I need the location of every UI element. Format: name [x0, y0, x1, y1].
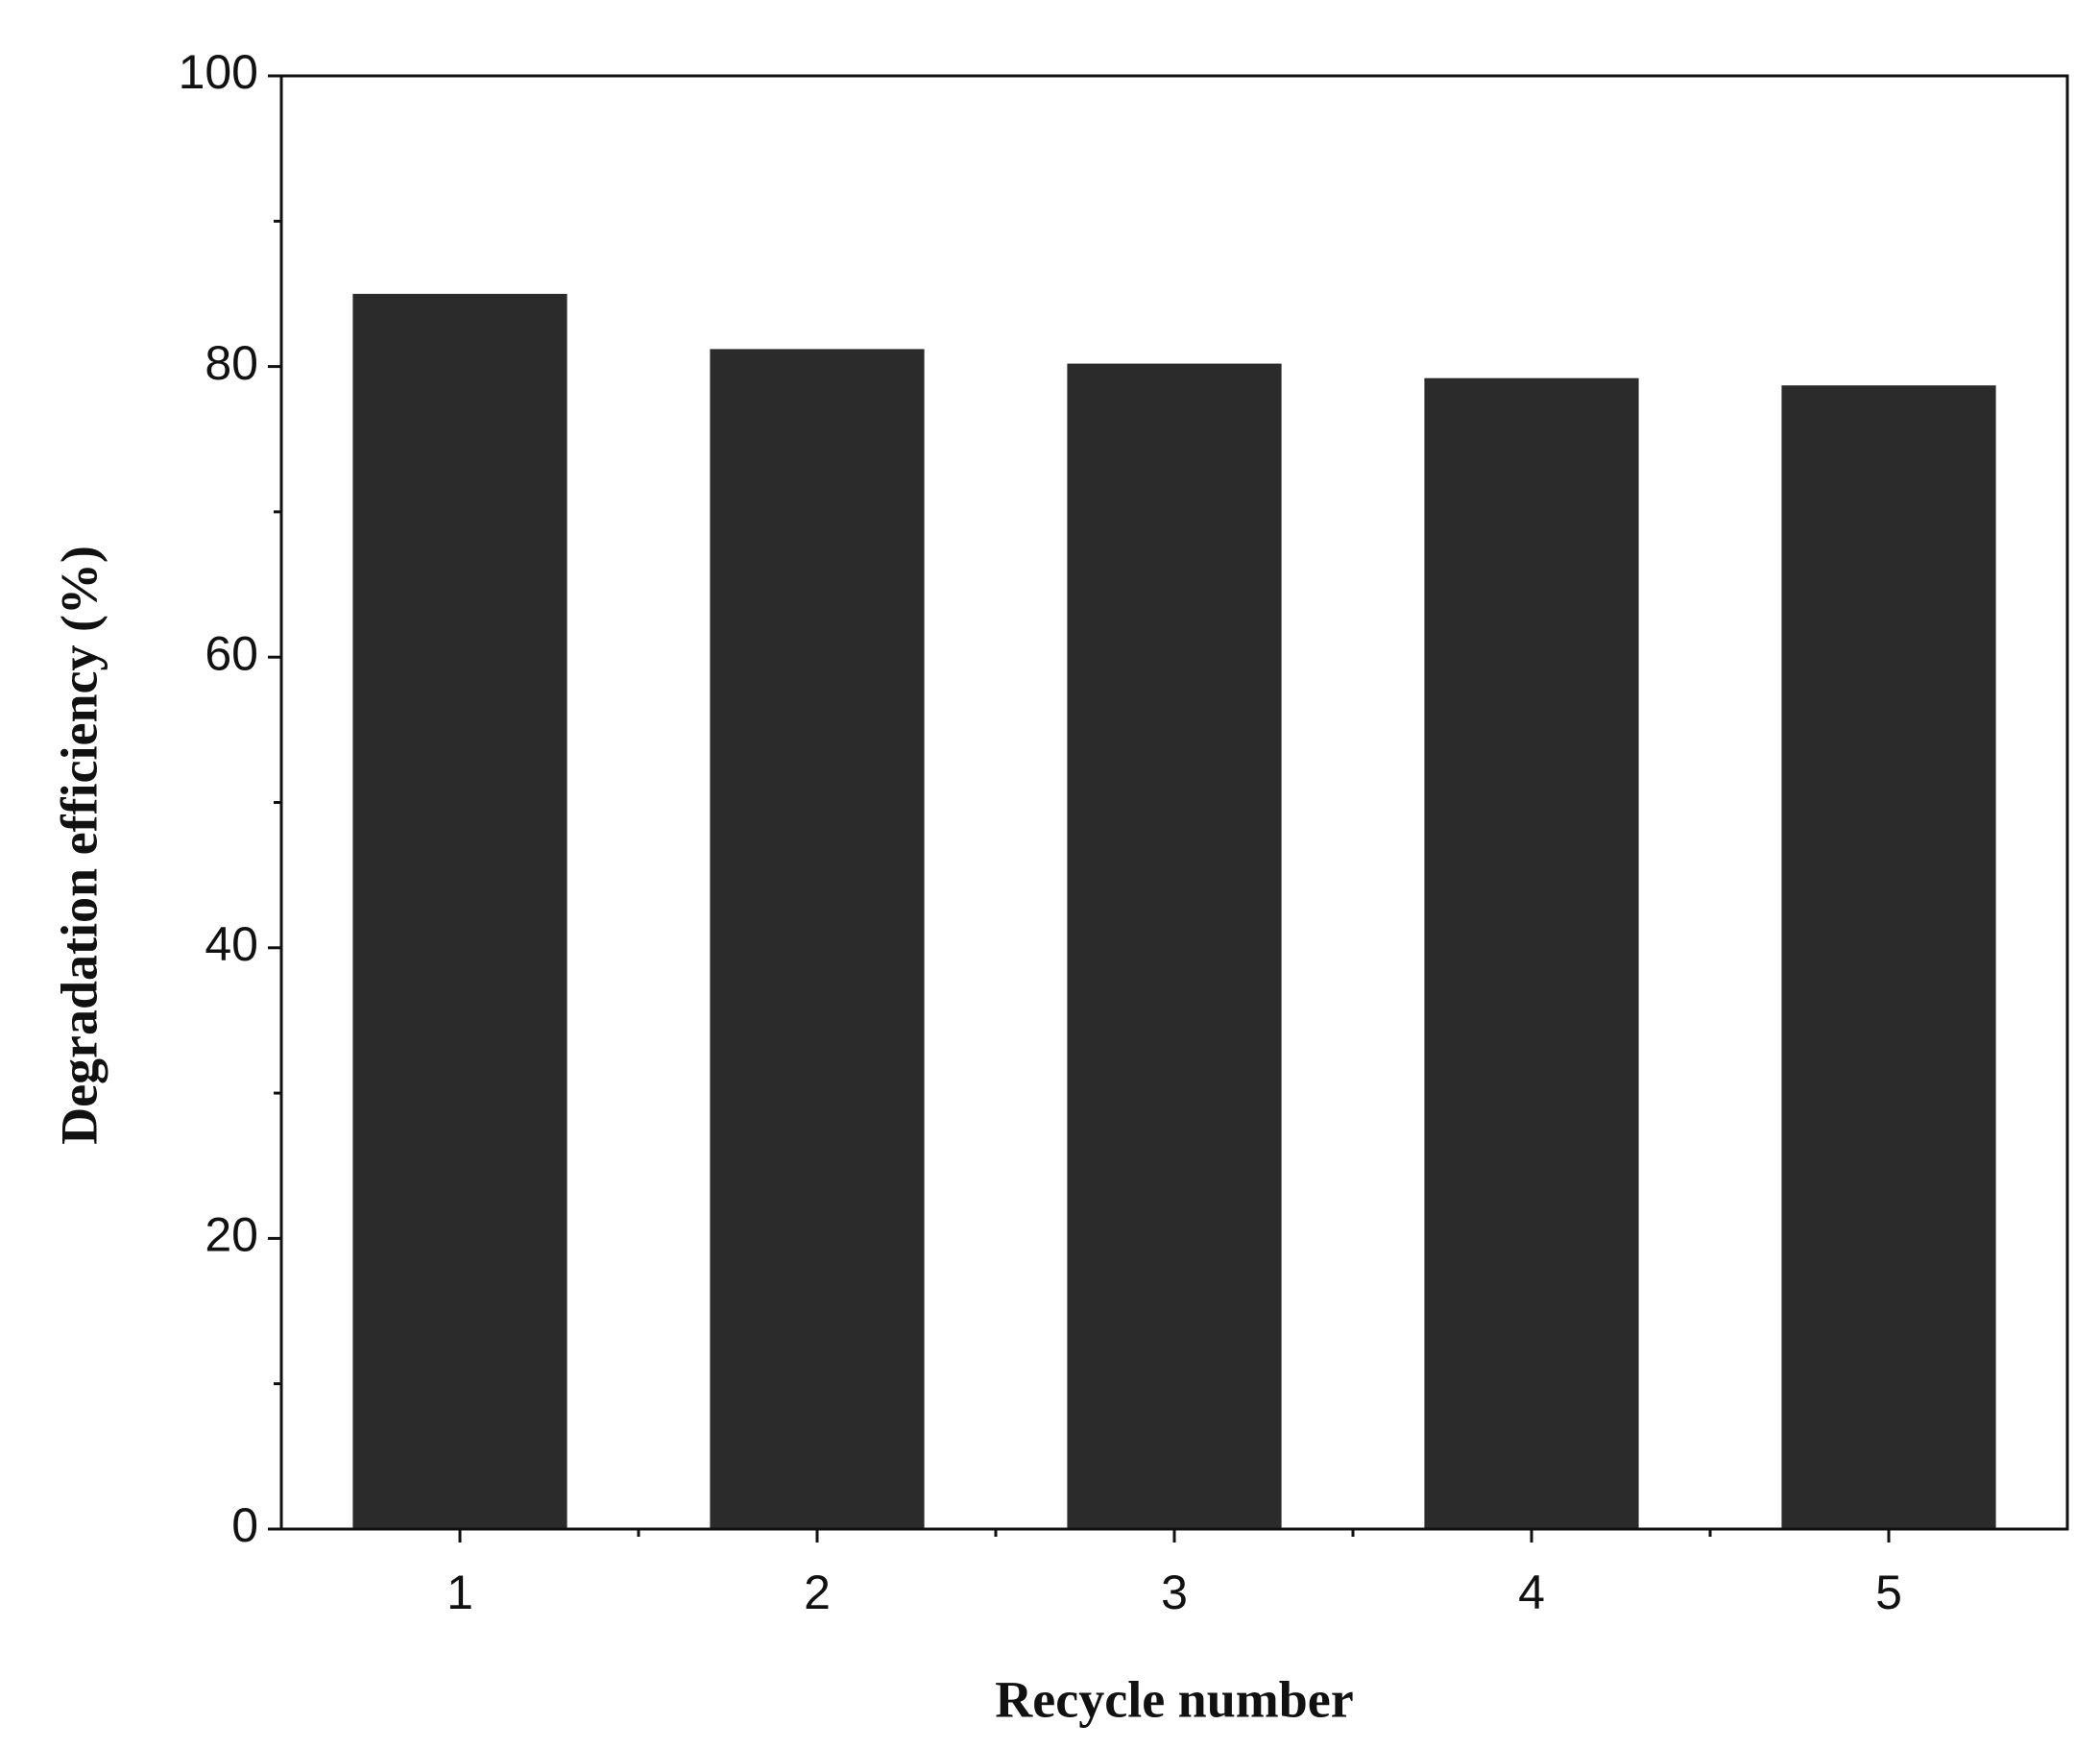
x-tick-label: 3 [1161, 1566, 1188, 1619]
y-tick-label: 60 [205, 626, 258, 680]
bar [352, 293, 567, 1530]
x-tick-label: 1 [447, 1566, 473, 1619]
y-axis-label: Degradation efficiency (%) [50, 546, 108, 1145]
x-tick-label: 2 [804, 1566, 831, 1619]
bar [1424, 377, 1639, 1530]
y-tick-label: 20 [205, 1208, 258, 1262]
y-tick-label: 0 [231, 1498, 258, 1552]
bar [1781, 385, 1996, 1529]
bar [710, 349, 925, 1530]
y-tick-label: 40 [205, 917, 258, 971]
y-tick-label: 80 [205, 336, 258, 390]
y-tick-label: 100 [179, 45, 258, 99]
x-tick-label: 4 [1518, 1566, 1545, 1619]
x-axis-label: Recycle number [995, 1670, 1353, 1728]
bar [1067, 363, 1282, 1530]
x-tick-label: 5 [1875, 1566, 1902, 1619]
